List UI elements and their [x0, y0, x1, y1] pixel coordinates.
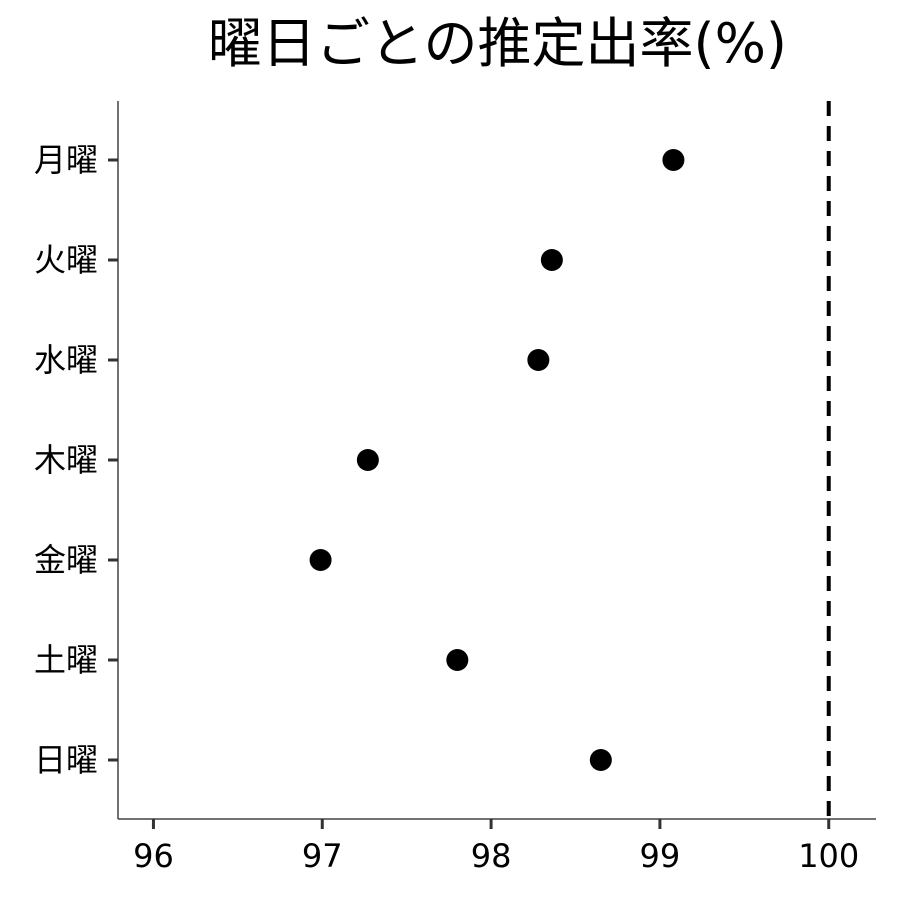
data-point — [540, 249, 563, 271]
data-point — [309, 549, 332, 571]
data-point — [527, 349, 550, 371]
x-tick-label: 96 — [133, 837, 174, 875]
data-point — [446, 649, 469, 671]
chart-title: 曜日ごとの推定出率(%) — [208, 12, 787, 75]
x-tick-label: 98 — [471, 837, 512, 875]
x-tick-label: 100 — [798, 837, 859, 875]
y-tick-label: 火曜 — [34, 241, 98, 279]
data-point — [356, 449, 379, 471]
x-tick-label: 97 — [302, 837, 343, 875]
data-point — [662, 149, 685, 171]
y-tick-label: 水曜 — [34, 341, 98, 379]
x-tick-label: 99 — [640, 837, 681, 875]
y-tick-label: 金曜 — [34, 541, 98, 579]
data-point — [589, 749, 612, 771]
y-tick-label: 月曜 — [34, 141, 98, 179]
y-tick-label: 日曜 — [34, 741, 98, 779]
y-tick-label: 土曜 — [34, 641, 98, 679]
y-tick-label: 木曜 — [34, 441, 98, 479]
